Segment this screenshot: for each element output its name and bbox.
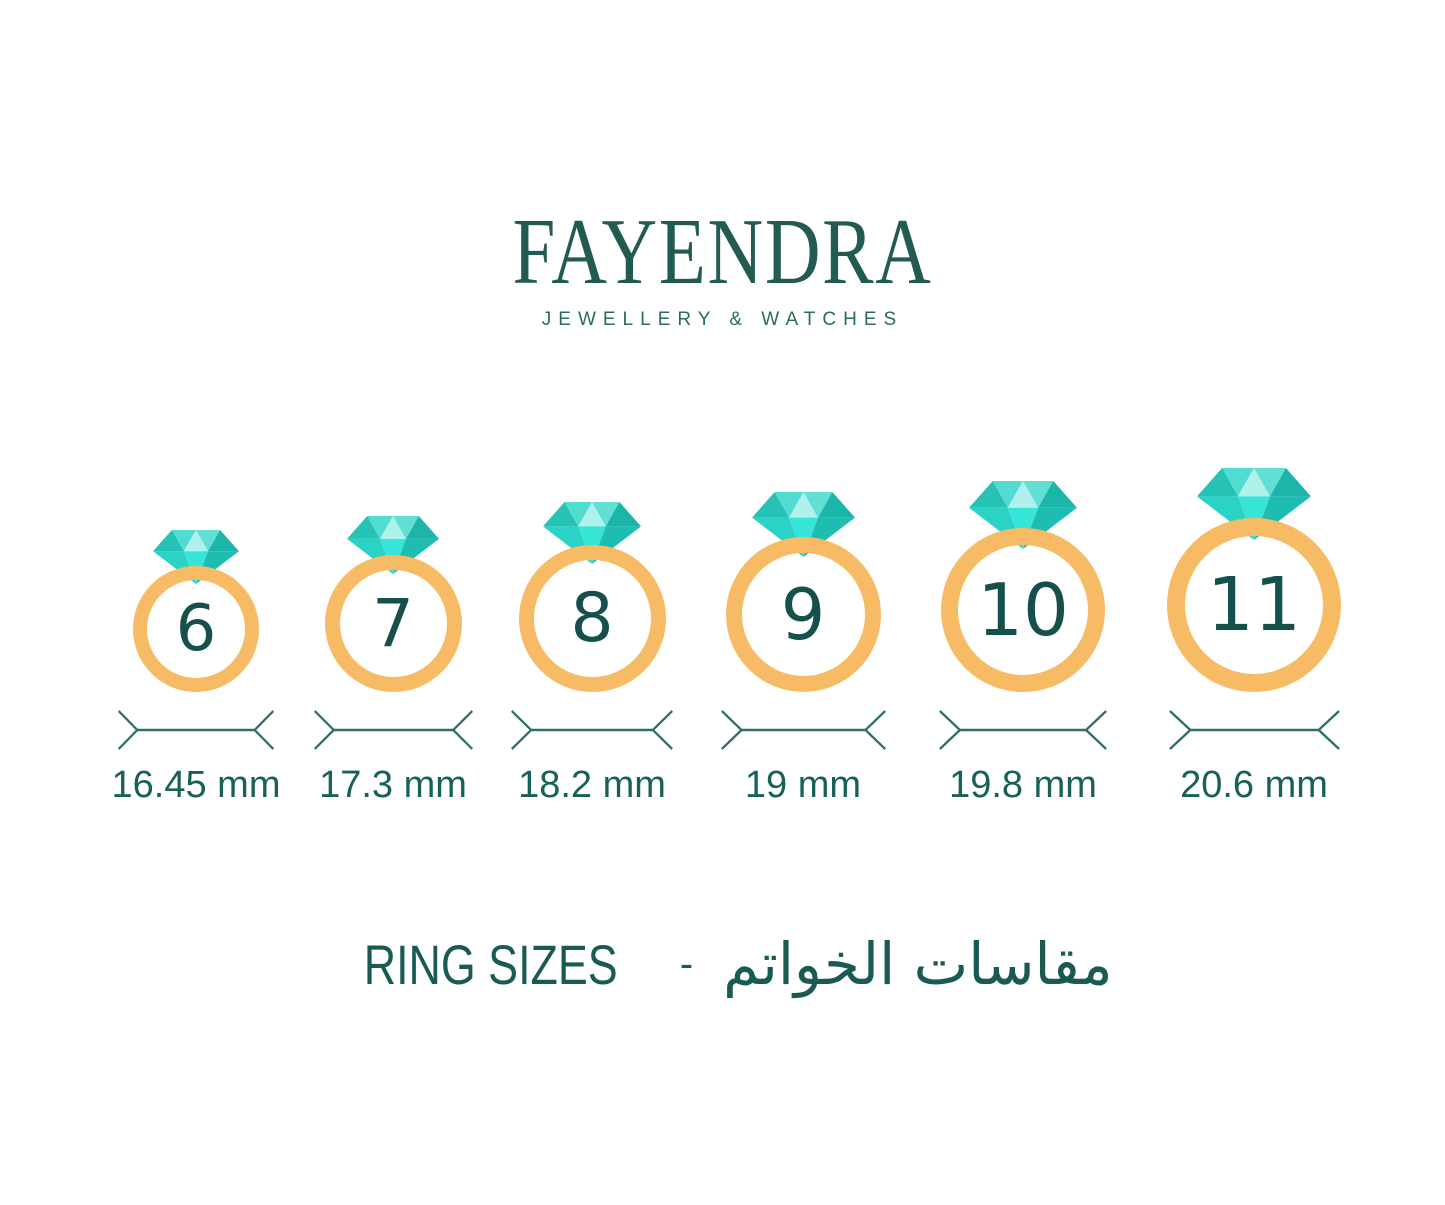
- width-arrows-icon: [720, 709, 886, 751]
- ring-band: 9: [725, 537, 881, 692]
- diameter-label: 17.3 mm: [319, 764, 467, 806]
- ring-band: 7: [324, 555, 462, 692]
- ring-size-number: 8: [570, 578, 614, 658]
- width-arrows-icon: [510, 709, 674, 751]
- width-arrows-icon: [117, 709, 275, 751]
- ring-size-number: 10: [977, 568, 1069, 652]
- diameter-label: 19 mm: [744, 764, 862, 806]
- ring-size-number: 7: [372, 584, 414, 662]
- ring-size-number: 9: [780, 573, 826, 656]
- chart-title-arabic: مقاسات الخواتم: [723, 930, 1113, 998]
- chart-title: RING SIZES - مقاسات الخواتم: [0, 930, 1445, 998]
- ring-band: 8: [518, 545, 666, 692]
- width-arrows-icon: [1168, 709, 1340, 751]
- title-separator-dash: -: [679, 941, 694, 986]
- ring-band: 6: [133, 566, 259, 692]
- width-arrows-icon: [938, 709, 1108, 751]
- ring-band: 10: [941, 528, 1105, 692]
- brand-tagline: JEWELLERY & WATCHES: [541, 309, 904, 330]
- chart-title-english: RING SIZES: [364, 932, 619, 996]
- diameter-label: 20.6 mm: [1180, 764, 1328, 806]
- ring-size-number: 11: [1206, 562, 1302, 648]
- brand-logo-text: FAYENDRA: [512, 200, 933, 304]
- diameter-label: 18.2 mm: [518, 764, 666, 806]
- diameter-label: 16.45 mm: [111, 764, 281, 806]
- ring-size-number: 6: [175, 592, 217, 666]
- ring-band: 11: [1167, 518, 1341, 692]
- brand-header: FAYENDRA JEWELLERY & WATCHES: [0, 205, 1445, 331]
- diameter-label: 19.8 mm: [949, 764, 1097, 806]
- width-arrows-icon: [313, 709, 473, 751]
